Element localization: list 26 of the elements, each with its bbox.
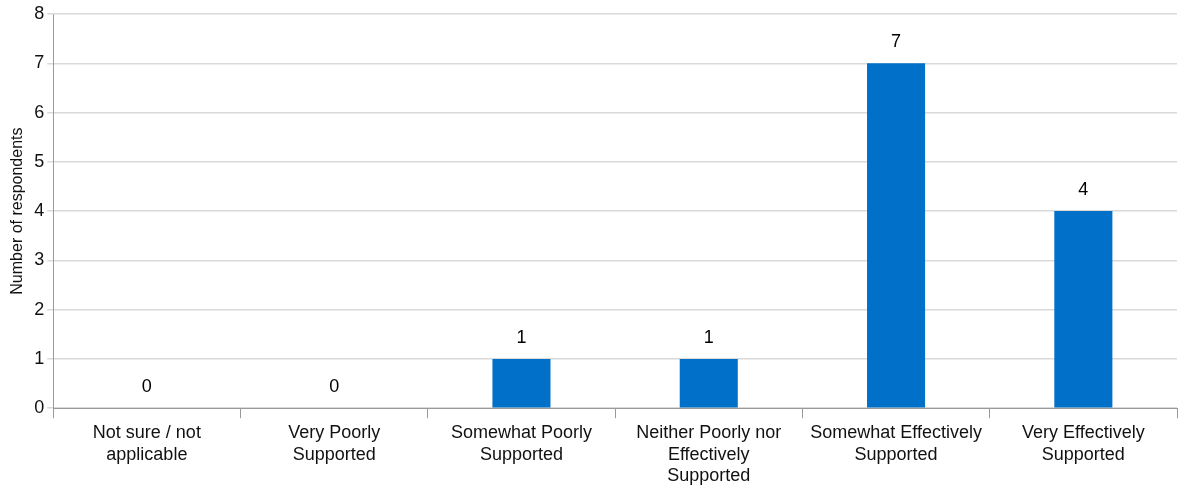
y-tick-label: 7	[34, 52, 45, 73]
data-label: 0	[141, 376, 152, 397]
data-label: 1	[703, 326, 714, 347]
x-tick-label: Very Poorly Supported	[288, 421, 381, 464]
x-tick-label: Somewhat Poorly Supported	[450, 421, 592, 464]
bar	[492, 358, 551, 408]
x-tick-label: Neither Poorly nor Effectively Supported	[636, 421, 782, 486]
x-tick-label: Somewhat Effectively Supported	[810, 421, 982, 464]
y-tick-label: 2	[34, 298, 45, 319]
data-label: 4	[1078, 179, 1089, 200]
y-tick-label: 6	[34, 101, 45, 122]
y-tick-label: 0	[34, 397, 45, 418]
y-tick-label: 1	[34, 347, 45, 368]
bar	[867, 63, 926, 408]
bar	[1054, 211, 1113, 408]
x-tick-label: Not sure / not applicable	[92, 421, 201, 464]
y-tick-label: 4	[34, 200, 45, 221]
data-label: 0	[329, 376, 340, 397]
bar	[679, 358, 738, 408]
y-axis-title: Number of respondents	[8, 127, 26, 295]
data-label: 1	[516, 326, 527, 347]
y-tick-label: 3	[34, 249, 45, 270]
y-tick-label: 5	[34, 150, 45, 171]
x-tick-label: Very Effectively Supported	[1021, 421, 1145, 464]
data-label: 7	[891, 31, 902, 52]
y-tick-label: 8	[34, 2, 45, 23]
